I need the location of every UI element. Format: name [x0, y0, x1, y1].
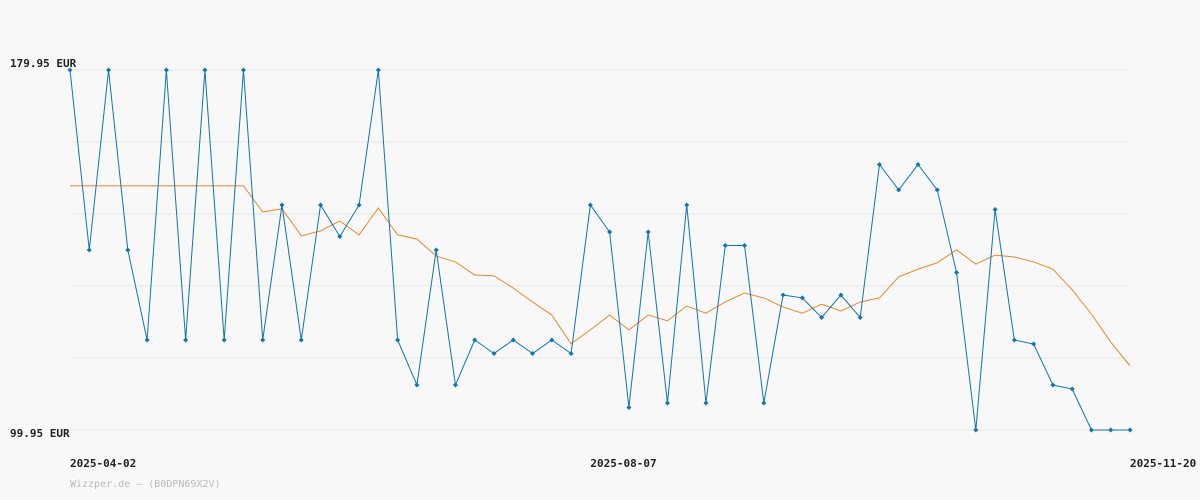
data-point: [240, 67, 246, 73]
data-point: [626, 405, 632, 410]
data-point: [607, 229, 613, 235]
data-point: [934, 187, 940, 193]
x-tick-label: 2025-11-20: [1130, 457, 1196, 470]
data-point: [260, 337, 266, 343]
data-point: [86, 247, 92, 253]
data-point: [664, 400, 670, 406]
data-point: [722, 243, 728, 248]
data-point: [183, 337, 189, 343]
data-point: [838, 292, 844, 298]
y-tick-label: 179.95 EUR: [10, 57, 77, 70]
data-point: [1108, 427, 1114, 433]
data-point: [530, 351, 536, 356]
data-point: [510, 337, 516, 343]
data-point: [375, 67, 381, 73]
data-point: [395, 337, 401, 343]
data-point: [799, 295, 805, 301]
y-tick-label: 99.95 EUR: [10, 427, 70, 440]
x-tick-label: 2025-08-07: [590, 457, 656, 470]
data-point: [163, 67, 169, 73]
data-point: [568, 351, 574, 356]
data-point: [202, 67, 208, 73]
data-point: [684, 202, 690, 208]
data-point: [298, 337, 304, 343]
data-point: [549, 337, 555, 343]
data-point: [973, 427, 979, 433]
data-point: [587, 202, 593, 208]
data-point: [67, 67, 73, 73]
data-point: [125, 247, 131, 253]
data-point: [144, 337, 150, 343]
data-point: [472, 337, 478, 343]
data-point: [896, 187, 902, 193]
data-point: [279, 202, 285, 208]
data-point: [1069, 386, 1075, 392]
data-point: [414, 382, 420, 388]
data-point: [1031, 341, 1037, 347]
data-point: [876, 162, 882, 167]
data-point: [857, 315, 863, 320]
data-point: [1088, 427, 1094, 433]
data-point: [761, 400, 767, 406]
data-point: [337, 234, 343, 239]
data-point: [954, 270, 960, 275]
data-point: [703, 400, 709, 406]
data-point: [992, 207, 998, 212]
data-point: [819, 315, 825, 320]
data-point: [356, 202, 362, 208]
data-point: [1011, 337, 1017, 343]
data-point: [645, 229, 651, 235]
data-point: [452, 382, 458, 388]
data-point: [221, 337, 227, 343]
data-point: [1050, 382, 1056, 388]
data-point: [742, 243, 748, 248]
footer: Wizzper.de – (B0DPN69X2V): [70, 479, 221, 490]
series-line: [70, 185, 1131, 367]
data-point: [106, 67, 112, 73]
x-tick-label: 2025-04-02: [70, 457, 136, 470]
data-point: [1127, 427, 1133, 433]
data-point: [780, 292, 786, 298]
series-line: [69, 69, 1130, 431]
data-point: [318, 202, 324, 208]
data-point: [433, 247, 439, 253]
data-point: [491, 351, 497, 356]
data-point: [915, 162, 921, 167]
